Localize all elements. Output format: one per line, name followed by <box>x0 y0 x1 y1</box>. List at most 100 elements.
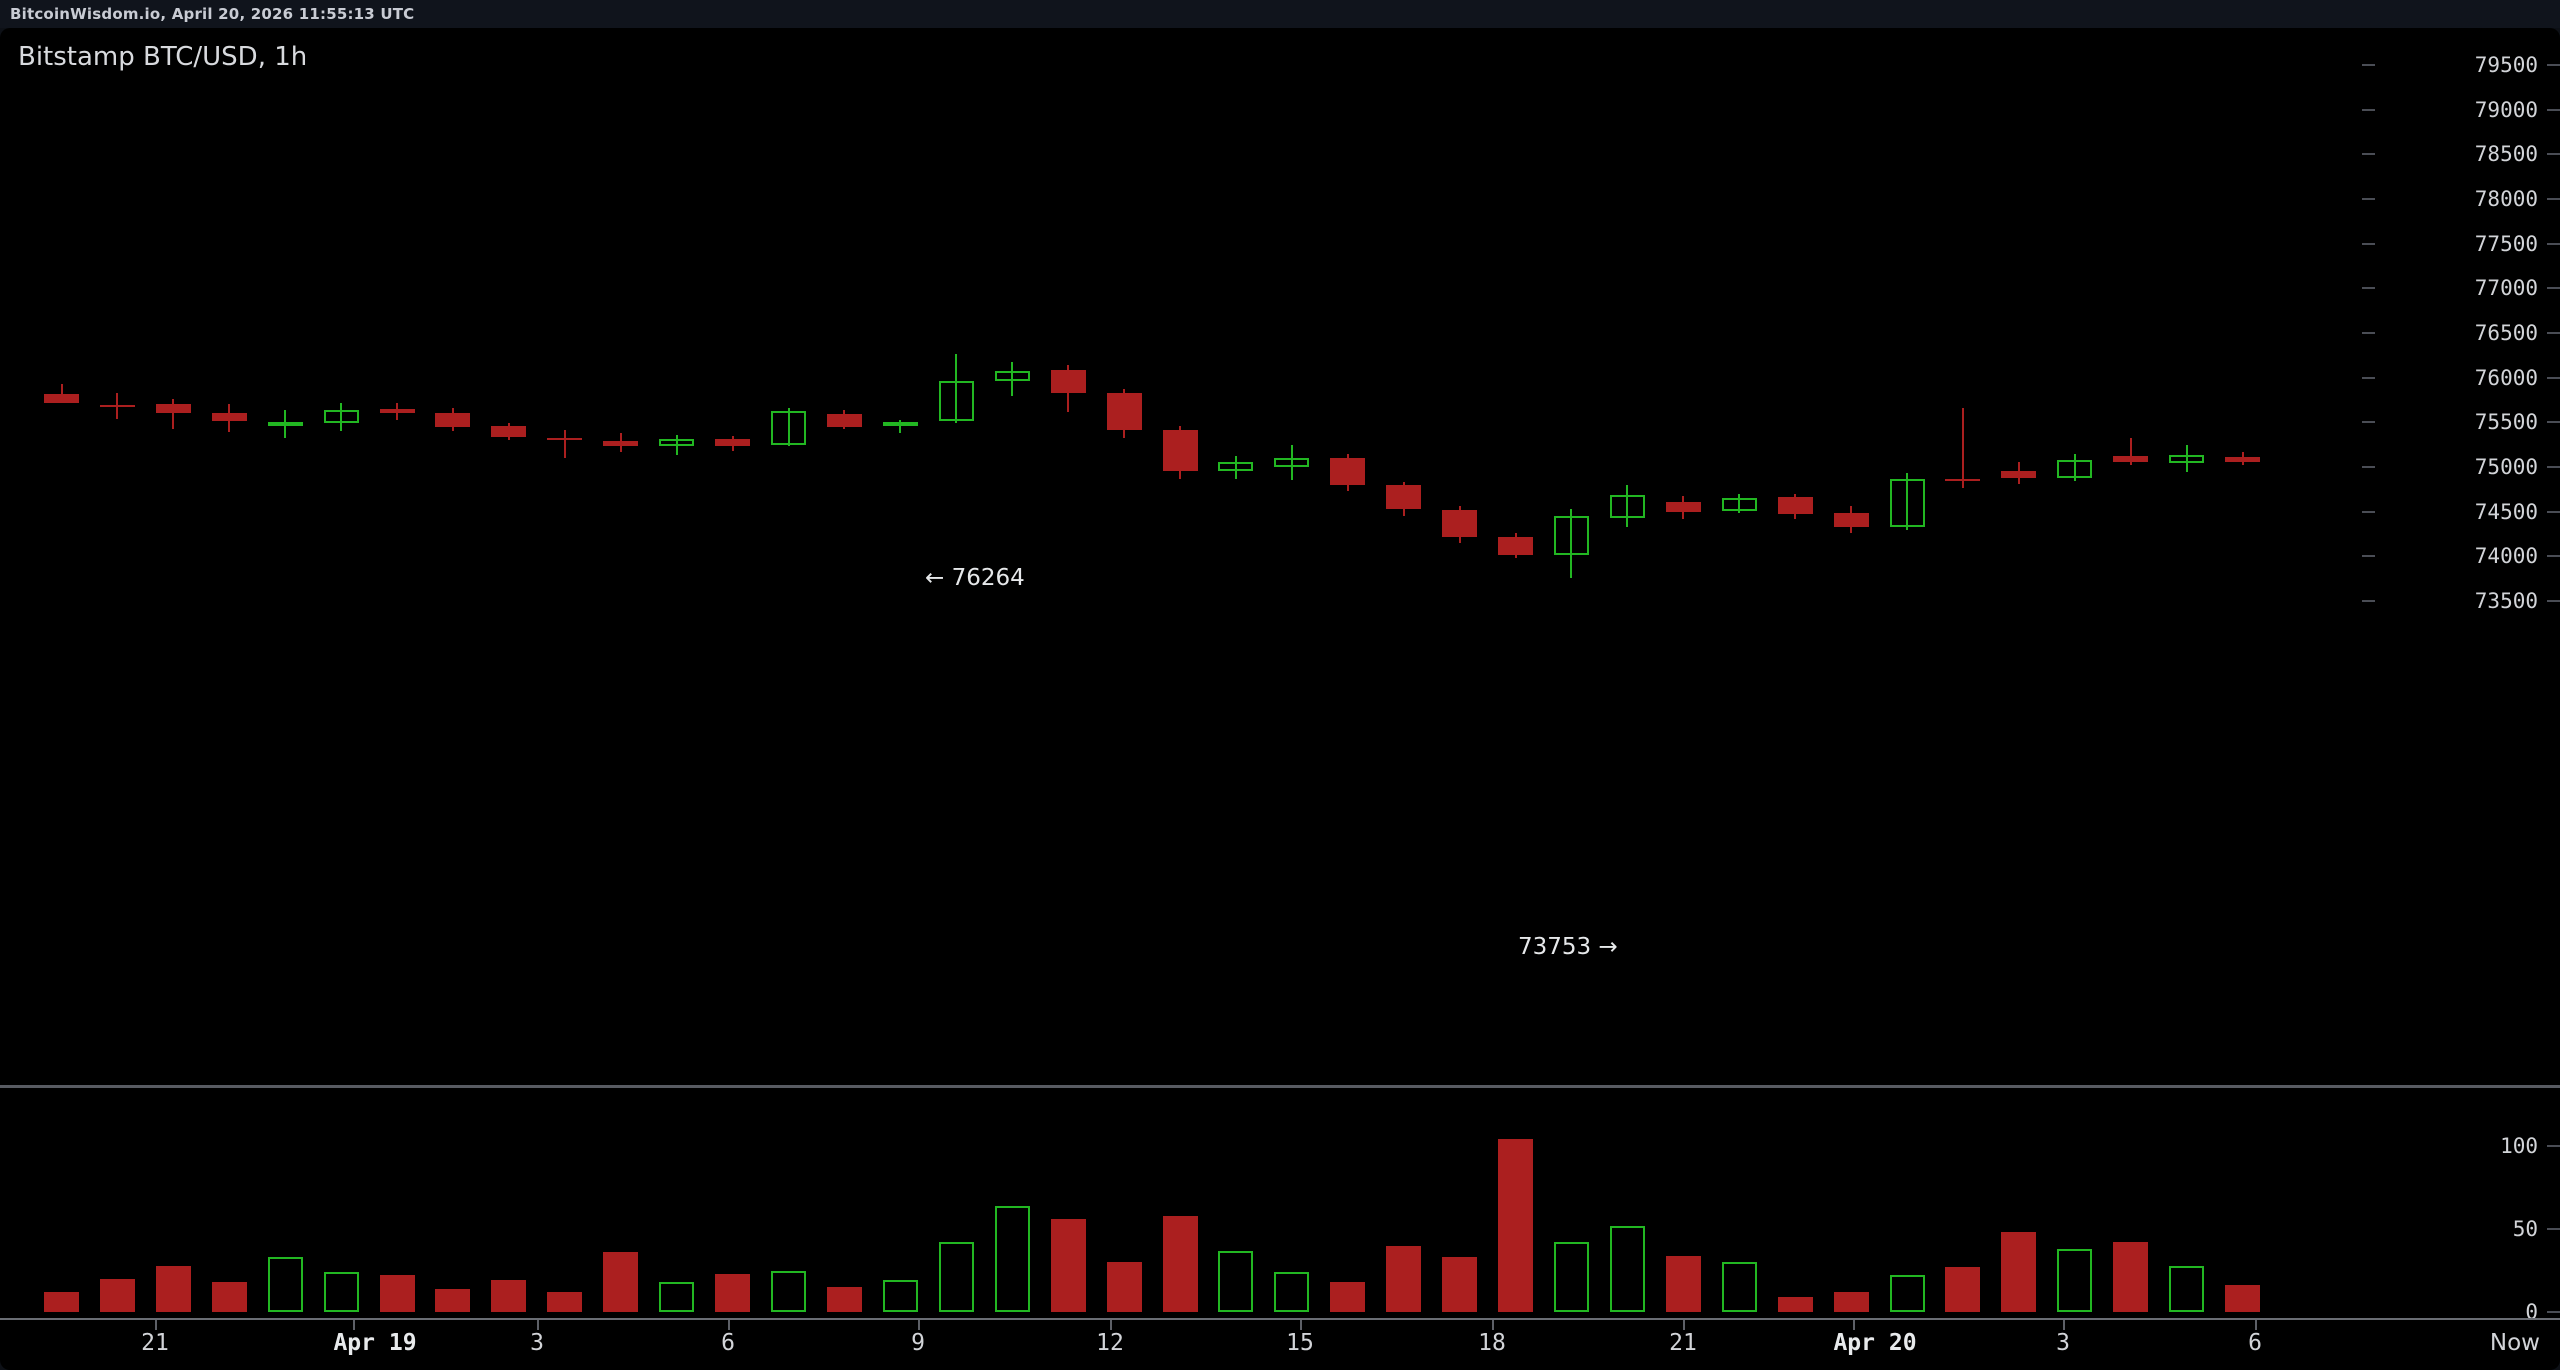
time-axis: Now 21 Apr 19 3 6 9 12 15 18 21 Apr 20 3 6 <box>0 1320 2560 1370</box>
candle-body <box>1050 369 1086 393</box>
volume-bar[interactable] <box>491 1280 527 1312</box>
volume-bar[interactable] <box>1442 1257 1478 1312</box>
volume-bar[interactable] <box>771 1270 807 1312</box>
candle-body <box>2001 470 2037 478</box>
time-axis-tick-mark <box>353 1320 355 1330</box>
candle-body <box>938 381 974 422</box>
volume-bar[interactable] <box>1721 1262 1757 1312</box>
volume-bar[interactable] <box>2169 1265 2205 1312</box>
volume-bar[interactable] <box>1889 1275 1925 1312</box>
volume-plot-area[interactable] <box>0 1088 2360 1320</box>
volume-bar[interactable] <box>1665 1255 1701 1312</box>
volume-bar[interactable] <box>435 1288 471 1312</box>
price-chart-panel[interactable]: Bitstamp BTC/USD, 1h 79500 79000 78500 7800… <box>0 28 2560 1085</box>
volume-bar[interactable] <box>1218 1250 1254 1312</box>
volume-bar[interactable] <box>211 1282 247 1312</box>
volume-bar[interactable] <box>1777 1297 1813 1312</box>
time-axis-tick-label: 9 <box>911 1330 925 1356</box>
price-axis-tick-mark <box>2547 466 2560 469</box>
candle-body <box>435 413 471 427</box>
candle-body <box>379 408 415 414</box>
volume-bar[interactable] <box>1162 1215 1198 1312</box>
high-annotation: ← 76264 <box>925 565 1025 591</box>
price-axis-tick-mark-inner <box>2362 287 2375 290</box>
volume-bar[interactable] <box>2001 1232 2037 1312</box>
candle-body <box>44 393 80 403</box>
volume-bar[interactable] <box>155 1265 191 1312</box>
price-axis-tick-label: 75500 <box>2474 410 2538 435</box>
candle-body <box>771 410 807 445</box>
volume-bar[interactable] <box>994 1205 1030 1312</box>
candle-body <box>2057 459 2093 478</box>
volume-bar[interactable] <box>1833 1292 1869 1312</box>
volume-bar[interactable] <box>547 1292 583 1312</box>
price-plot-area[interactable] <box>0 28 2360 1085</box>
volume-bar[interactable] <box>2113 1242 2149 1312</box>
volume-bar[interactable] <box>659 1282 695 1312</box>
volume-bar[interactable] <box>715 1273 751 1312</box>
price-axis-tick-mark <box>2547 510 2560 513</box>
volume-axis-tick-label: 0 <box>2525 1300 2538 1320</box>
candle-body <box>882 422 918 427</box>
volume-bar[interactable] <box>1274 1272 1310 1312</box>
candle-body <box>1386 484 1422 509</box>
volume-bar[interactable] <box>603 1252 639 1312</box>
price-axis-tick-mark-inner <box>2362 198 2375 200</box>
candle-body <box>1498 536 1534 556</box>
candle-wick <box>2073 453 2076 482</box>
candle-wick <box>899 419 902 434</box>
candle-body <box>1442 509 1478 537</box>
volume-bar[interactable] <box>267 1257 303 1312</box>
volume-bar[interactable] <box>44 1292 80 1312</box>
volume-bar[interactable] <box>1386 1245 1422 1312</box>
volume-bar[interactable] <box>1330 1282 1366 1312</box>
volume-bar[interactable] <box>882 1280 918 1312</box>
volume-bar[interactable] <box>379 1275 415 1312</box>
candle-body <box>547 437 583 441</box>
volume-bar[interactable] <box>938 1242 974 1312</box>
price-axis-tick-label: 77000 <box>2474 276 2538 301</box>
time-axis-tick-label: 21 <box>141 1330 169 1356</box>
low-annotation: 73753 → <box>1518 934 1618 960</box>
candle-body <box>1162 429 1198 471</box>
volume-chart-panel[interactable]: 100 50 0 <box>0 1088 2560 1320</box>
volume-bar[interactable] <box>2057 1248 2093 1312</box>
candle-body <box>1553 516 1589 556</box>
candle-body <box>1106 392 1142 430</box>
price-axis-tick-mark <box>2547 332 2560 335</box>
candle-wick <box>340 402 343 432</box>
time-axis-tick-mark <box>1300 1320 1302 1330</box>
volume-bar[interactable] <box>1498 1139 1534 1312</box>
chart-title: Bitstamp BTC/USD, 1h <box>18 42 308 72</box>
volume-bar[interactable] <box>826 1287 862 1312</box>
volume-bar[interactable] <box>99 1278 135 1312</box>
time-axis-line <box>0 1318 2560 1320</box>
volume-bar[interactable] <box>323 1272 359 1312</box>
candle-body <box>1721 498 1757 511</box>
time-axis-tick-label: 6 <box>721 1330 735 1356</box>
volume-axis-tick-mark <box>2547 1145 2560 1147</box>
candle-body <box>211 412 247 421</box>
volume-bar[interactable] <box>2225 1285 2261 1312</box>
price-axis-tick-label: 75000 <box>2474 455 2538 480</box>
volume-bar[interactable] <box>1553 1242 1589 1312</box>
candle-body <box>155 404 191 414</box>
price-axis-tick-mark <box>2547 242 2560 245</box>
candle-body <box>99 405 135 408</box>
candle-wick <box>1234 456 1237 479</box>
price-axis-tick-label: 79500 <box>2474 53 2538 77</box>
volume-bar[interactable] <box>1106 1262 1142 1312</box>
price-axis-tick-mark-inner <box>2362 64 2375 66</box>
time-axis-tick-mark <box>2255 1320 2257 1330</box>
now-label: Now <box>2489 1330 2540 1356</box>
price-axis-tick-label: 76000 <box>2474 365 2538 390</box>
candle-body <box>1330 458 1366 485</box>
price-axis-tick-mark-inner <box>2362 108 2375 111</box>
volume-axis: 100 50 0 <box>2360 1088 2560 1320</box>
time-axis-tick-mark <box>2063 1320 2065 1330</box>
volume-bar[interactable] <box>1609 1225 1645 1312</box>
candle-wick <box>1738 493 1741 514</box>
volume-bar[interactable] <box>1050 1219 1086 1312</box>
volume-bar[interactable] <box>1945 1267 1981 1312</box>
